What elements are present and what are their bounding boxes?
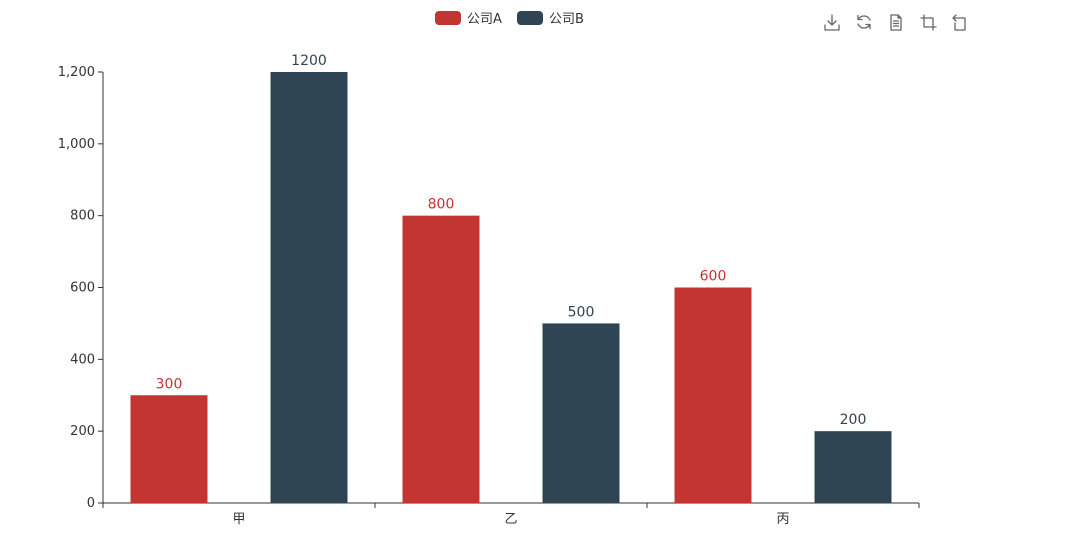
y-tick-label: 0 xyxy=(87,496,95,511)
refresh-icon[interactable] xyxy=(854,12,874,32)
bar-value-label: 500 xyxy=(568,304,595,320)
bar-value-label: 600 xyxy=(700,269,727,285)
data-view-icon[interactable] xyxy=(886,12,906,32)
data-labels: 300 1200 800 500 600 200 xyxy=(156,53,867,428)
legend-label: 公司B xyxy=(549,12,584,27)
bar-value-label: 300 xyxy=(156,376,183,392)
legend-item[interactable]: 公司A xyxy=(435,11,502,27)
download-icon[interactable] xyxy=(822,12,842,32)
legend-item[interactable]: 公司B xyxy=(517,11,584,27)
toolbox xyxy=(822,12,970,32)
y-axis: 0 200 400 600 800 1,000 1,200 xyxy=(58,65,104,511)
zoom-icon[interactable] xyxy=(918,12,938,32)
bar-value-label: 1200 xyxy=(291,53,327,69)
legend: 公司A 公司B xyxy=(435,11,584,27)
legend-label: 公司A xyxy=(467,12,502,27)
legend-swatch xyxy=(517,11,543,25)
bar-value-label: 800 xyxy=(428,197,455,213)
zoom-reset-icon[interactable] xyxy=(950,12,970,32)
y-tick-label: 1,200 xyxy=(58,65,95,80)
bar[interactable] xyxy=(814,431,892,503)
bar[interactable] xyxy=(674,287,752,504)
bar[interactable] xyxy=(402,215,480,503)
x-tick-label: 丙 xyxy=(776,512,789,527)
y-tick-label: 800 xyxy=(70,209,95,224)
bars xyxy=(130,72,892,504)
bar[interactable] xyxy=(270,72,348,503)
x-tick-label: 甲 xyxy=(232,512,245,527)
bar-value-label: 200 xyxy=(840,412,867,428)
x-axis: 甲乙丙 xyxy=(102,502,920,527)
y-tick-label: 600 xyxy=(70,281,95,296)
y-tick-label: 1,000 xyxy=(58,137,95,152)
bar[interactable] xyxy=(130,395,208,503)
y-tick-label: 400 xyxy=(70,352,95,367)
x-tick-label: 乙 xyxy=(504,512,517,527)
bar[interactable] xyxy=(542,323,620,503)
legend-swatch xyxy=(435,11,461,25)
y-tick-label: 200 xyxy=(70,424,95,439)
